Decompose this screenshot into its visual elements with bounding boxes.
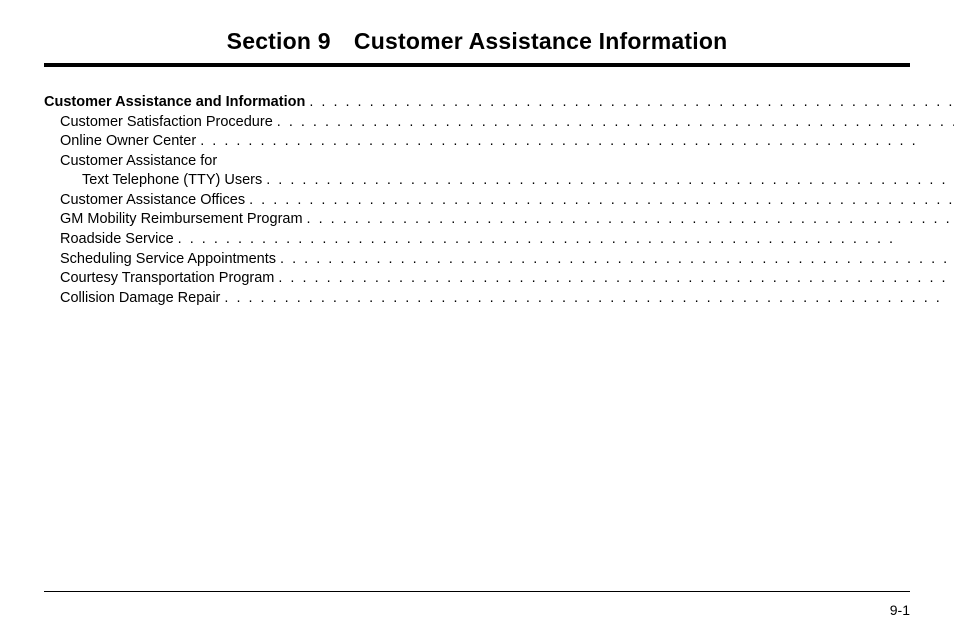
toc-entry: GM Mobility Reimbursement Program. . . .… bbox=[44, 210, 954, 230]
page-number: 9-1 bbox=[890, 602, 910, 618]
toc-entry: Customer Assistance Offices. . . . . . .… bbox=[44, 191, 954, 211]
top-rule bbox=[44, 63, 910, 67]
toc-entry-label: Customer Assistance Offices bbox=[60, 191, 245, 211]
toc-entry: Courtesy Transportation Program. . . . .… bbox=[44, 269, 954, 289]
document-page: Section 9 Customer Assistance Informatio… bbox=[0, 0, 954, 638]
toc-leader-dots: . . . . . . . . . . . . . . . . . . . . … bbox=[220, 289, 954, 309]
toc-entry-label: Customer Satisfaction Procedure bbox=[60, 113, 273, 133]
toc-leader-dots: . . . . . . . . . . . . . . . . . . . . … bbox=[174, 230, 954, 250]
toc-entry: Collision Damage Repair. . . . . . . . .… bbox=[44, 289, 954, 309]
toc-entry-label: Roadside Service bbox=[60, 230, 174, 250]
toc-leader-dots: . . . . . . . . . . . . . . . . . . . . … bbox=[305, 93, 954, 113]
toc-entry: Roadside Service. . . . . . . . . . . . … bbox=[44, 230, 954, 250]
toc-entry: Customer Satisfaction Procedure. . . . .… bbox=[44, 113, 954, 133]
toc-entry: Customer Assistance for bbox=[44, 152, 954, 172]
toc-entry-label: Online Owner Center bbox=[60, 132, 196, 152]
toc-leader-dots: . . . . . . . . . . . . . . . . . . . . … bbox=[245, 191, 954, 211]
toc-entry-label: Customer Assistance for bbox=[60, 152, 217, 172]
toc-left-column: Customer Assistance and Information. . .… bbox=[44, 93, 954, 355]
toc-entry: Scheduling Service Appointments. . . . .… bbox=[44, 250, 954, 270]
toc-entry: Customer Assistance and Information. . .… bbox=[44, 93, 954, 113]
section-title: Section 9 Customer Assistance Informatio… bbox=[44, 28, 910, 55]
toc-entry-label: Scheduling Service Appointments bbox=[60, 250, 276, 270]
toc-leader-dots: . . . . . . . . . . . . . . . . . . . . … bbox=[262, 171, 954, 191]
toc-leader-dots: . . . . . . . . . . . . . . . . . . . . … bbox=[196, 132, 954, 152]
toc-entry-label: Courtesy Transportation Program bbox=[60, 269, 274, 289]
toc-entry: Text Telephone (TTY) Users. . . . . . . … bbox=[44, 171, 954, 191]
toc-leader-dots: . . . . . . . . . . . . . . . . . . . . … bbox=[274, 269, 954, 289]
toc-entry-label: GM Mobility Reimbursement Program bbox=[60, 210, 303, 230]
bottom-rule bbox=[44, 591, 910, 592]
toc-columns: Customer Assistance and Information. . .… bbox=[44, 93, 910, 355]
toc-leader-dots: . . . . . . . . . . . . . . . . . . . . … bbox=[273, 113, 954, 133]
toc-entry-label: Collision Damage Repair bbox=[60, 289, 220, 309]
toc-leader-dots: . . . . . . . . . . . . . . . . . . . . … bbox=[303, 210, 954, 230]
toc-leader-dots: . . . . . . . . . . . . . . . . . . . . … bbox=[276, 250, 954, 270]
toc-entry: Online Owner Center. . . . . . . . . . .… bbox=[44, 132, 954, 152]
toc-entry-label: Text Telephone (TTY) Users bbox=[82, 171, 262, 191]
toc-entry-label: Customer Assistance and Information bbox=[44, 93, 305, 113]
